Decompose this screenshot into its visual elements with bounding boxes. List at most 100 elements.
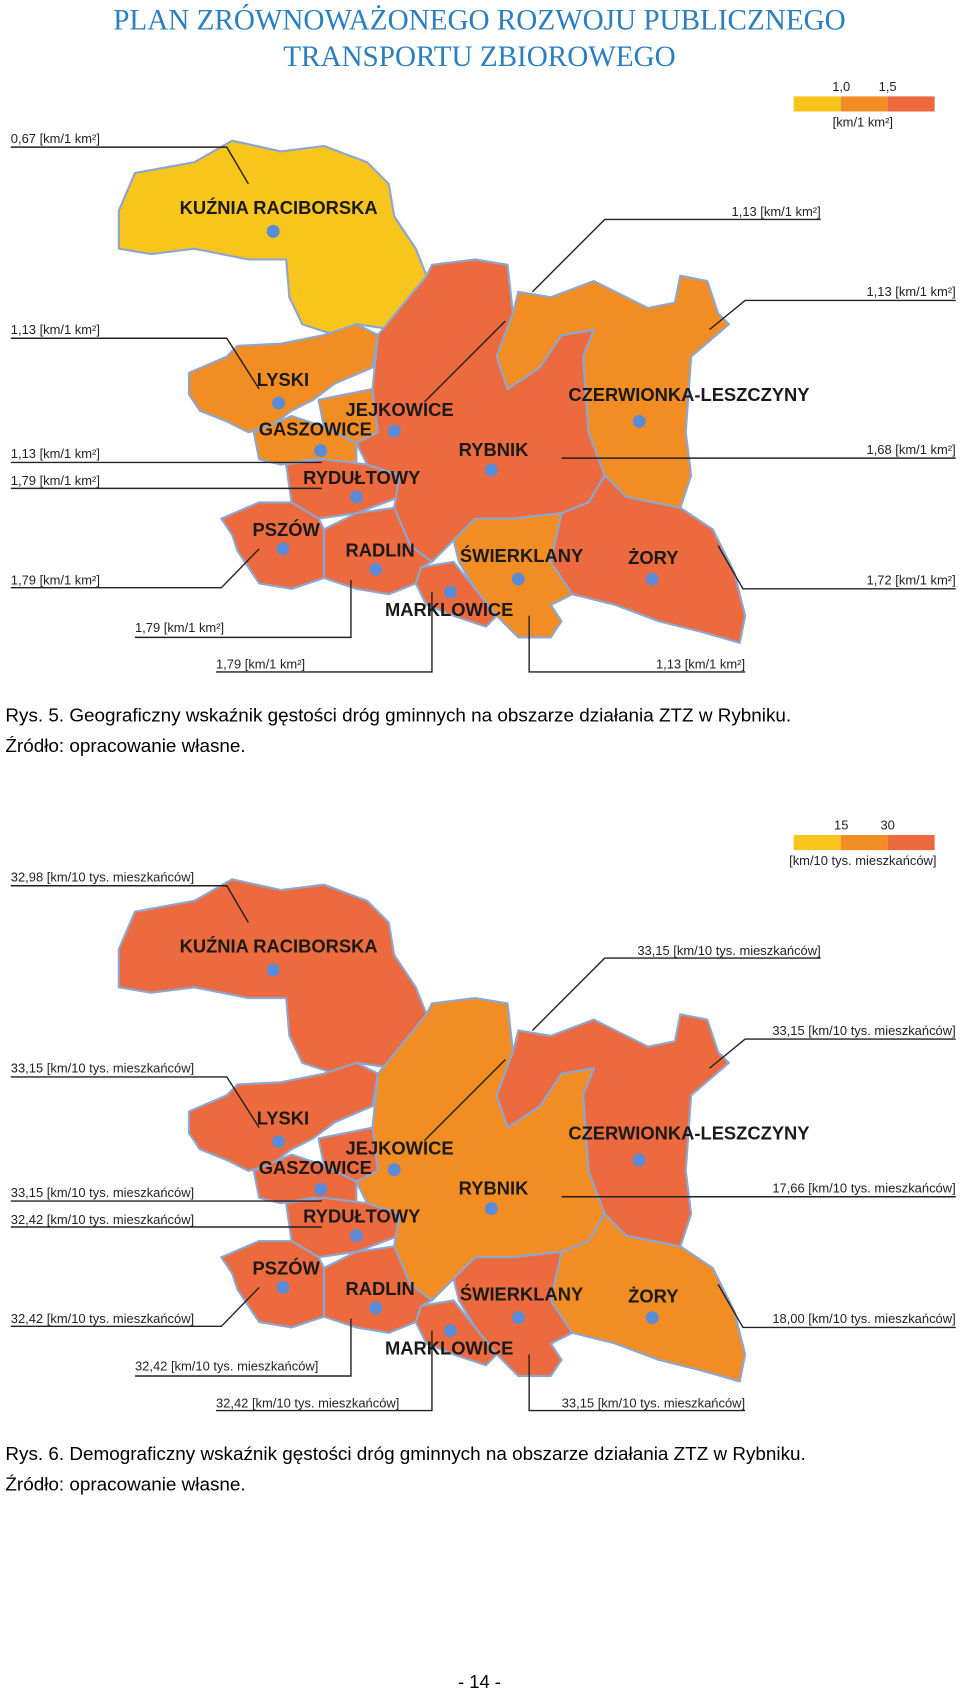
caption: Rys. 5. Geograficzny wskaźnik gęstości d…: [5, 706, 791, 727]
region-dot: [266, 963, 280, 977]
region-dot: [272, 396, 286, 410]
region-label: ŚWIERKLANY: [460, 1283, 583, 1304]
callout-label: 33,15 [km/10 tys. mieszkańców]: [562, 1395, 745, 1410]
callout-label: 1,79 [km/1 km²]: [135, 620, 224, 635]
callout-label: 1,79 [km/1 km²]: [216, 657, 305, 672]
leader-line: [134, 1318, 352, 1377]
leader-line: [10, 337, 260, 390]
region-dot: [272, 1135, 286, 1149]
figure: 15 30 [km/10 tys. mieszkańców] KUŹNIA RACIB…: [5, 818, 955, 1496]
region-label: GASZOWICE: [259, 418, 372, 439]
callout-label: 32,42 [km/10 tys. mieszkańców]: [216, 1395, 399, 1410]
leader-line: [10, 1076, 260, 1129]
callout-label: 32,42 [km/10 tys. mieszkańców]: [11, 1212, 194, 1227]
callout-label: 18,00 [km/10 tys. mieszkańców]: [772, 1311, 955, 1326]
region-dot: [276, 1280, 290, 1294]
region-label: CZERWIONKA-LESZCZYNY: [568, 384, 809, 405]
leader-line: [531, 957, 821, 1031]
legend-unit: [km/10 tys. mieszkańców]: [789, 853, 936, 868]
region-dot: [484, 1202, 498, 1216]
legend-swatch: [840, 96, 888, 112]
region-label: CZERWIONKA-LESZCZYNY: [568, 1123, 809, 1144]
callout-label: 33,15 [km/10 tys. mieszkańców]: [772, 1023, 955, 1038]
leader-line: [215, 1330, 433, 1412]
callout-label: 1,13 [km/1 km²]: [867, 284, 956, 299]
region: [549, 1212, 747, 1383]
legend-swatch: [793, 96, 841, 112]
callout-label: 1,79 [km/1 km²]: [11, 473, 100, 488]
page-number: - 14 -: [458, 1671, 501, 1692]
leader-line: [709, 1038, 956, 1069]
region-dot: [511, 1311, 525, 1325]
region: [117, 878, 428, 1075]
region-dot: [276, 542, 290, 556]
region-label: KUŹNIA RACIBORSKA: [180, 197, 378, 218]
legend-tick: 1,5: [879, 79, 897, 94]
callout-label: 32,42 [km/10 tys. mieszkańców]: [135, 1359, 318, 1374]
region-label: LYSKI: [257, 369, 309, 390]
callout-label: 33,15 [km/10 tys. mieszkańców]: [11, 1061, 194, 1076]
callout-label: 1,13 [km/1 km²]: [11, 322, 100, 337]
region-dot: [387, 424, 401, 438]
legend-swatch: [887, 835, 935, 851]
region-label: ŻORY: [628, 1286, 678, 1307]
region-label: RYDUŁTOWY: [303, 467, 420, 488]
leader-line: [10, 548, 260, 589]
region: [495, 274, 730, 509]
region-dot: [314, 444, 328, 458]
region-dot: [484, 463, 498, 477]
region-label: JEJKOWICE: [346, 399, 454, 420]
title-line: TRANSPORTU ZBIOROWEGO: [283, 41, 675, 73]
region-label: ŻORY: [628, 547, 678, 568]
region-label: RYBNIK: [459, 439, 529, 460]
region-dot: [369, 1301, 383, 1315]
region-dot: [645, 1311, 659, 1325]
region-dot: [645, 572, 659, 586]
region-dot: [314, 1182, 328, 1196]
region: [220, 1239, 326, 1329]
region-dot: [349, 1229, 363, 1243]
caption: Źródło: opracowanie własne.: [5, 736, 245, 757]
leader-line: [215, 592, 433, 673]
callout-label: 1,79 [km/1 km²]: [11, 572, 100, 587]
legend: 1,0 1,5 [km/1 km²]: [793, 79, 935, 130]
region: [187, 323, 380, 434]
region-dot: [443, 585, 457, 599]
region: [549, 474, 747, 644]
leader-line: [528, 1354, 746, 1412]
figure: 1,0 1,5 [km/1 km²] KUŹNIA RACIBORSKA LYSKI JE…: [5, 79, 955, 757]
region-label: JEJKOWICE: [346, 1138, 454, 1159]
leader-line: [10, 885, 249, 923]
caption: Źródło: opracowanie własne.: [5, 1474, 245, 1495]
legend-swatch: [793, 835, 841, 851]
region-label: ŚWIERKLANY: [460, 545, 583, 566]
callout-label: 33,15 [km/10 tys. mieszkańców]: [637, 943, 820, 958]
legend-tick: 15: [834, 818, 848, 833]
region-label: RYDUŁTOWY: [303, 1206, 420, 1227]
leader-line: [10, 146, 249, 185]
leader-line: [10, 1286, 260, 1328]
region-label: KUŹNIA RACIBORSKA: [180, 936, 378, 957]
leader-line: [134, 580, 352, 639]
leader-line: [423, 1059, 506, 1142]
callout-label: 1,13 [km/1 km²]: [11, 446, 100, 461]
region-dot: [443, 1324, 457, 1338]
region-label: RADLIN: [345, 1278, 414, 1299]
region-label: MARKLOWICE: [385, 1337, 513, 1358]
region-dot: [369, 562, 383, 576]
callout-label: 33,15 [km/10 tys. mieszkańców]: [11, 1185, 194, 1200]
caption: Rys. 6. Demograficzny wskaźnik gęstości …: [5, 1444, 805, 1465]
region-label: RADLIN: [345, 539, 414, 560]
legend: 15 30 [km/10 tys. mieszkańców]: [789, 818, 936, 869]
region-dot: [632, 1153, 646, 1167]
region-label: PSZÓW: [253, 1258, 321, 1279]
callout-label: 17,66 [km/10 tys. mieszkańców]: [772, 1180, 955, 1195]
leader-line: [717, 545, 956, 590]
region-label: LYSKI: [257, 1107, 309, 1128]
callout-label: 32,98 [km/10 tys. mieszkańców]: [11, 869, 194, 884]
region-dot: [387, 1163, 401, 1177]
callout-label: 1,13 [km/1 km²]: [732, 204, 821, 219]
legend-swatch: [840, 835, 888, 851]
